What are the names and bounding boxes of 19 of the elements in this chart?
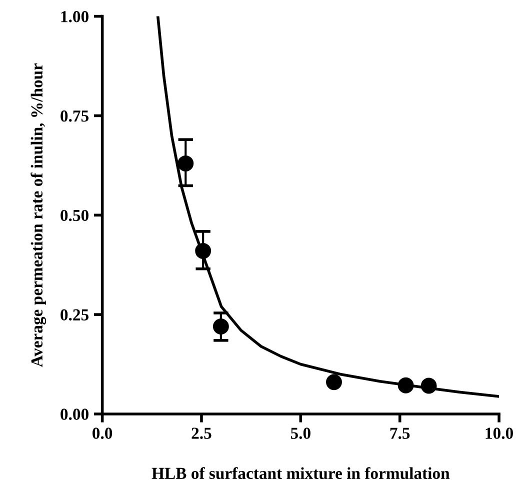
point <box>212 318 229 334</box>
x-tick-label: 5.0 <box>290 428 310 439</box>
y-axis-title: Average permeation rate of inulin, %/hour <box>30 63 46 368</box>
x-tick-label: 7.5 <box>390 428 410 439</box>
y-tick-label: 0.25 <box>60 309 89 321</box>
point <box>398 377 414 394</box>
x-tick-label: 2.5 <box>192 428 212 439</box>
point <box>178 155 194 172</box>
x-tick-label: 0.0 <box>92 428 112 439</box>
y-tick-label: 1.00 <box>61 11 88 22</box>
point <box>326 374 342 390</box>
line-series <box>156 16 500 398</box>
x-tick-label: 10.0 <box>486 428 513 439</box>
y-tick-label: 0.50 <box>60 210 88 222</box>
x-axis-title: HLB of surfactant mixture in formulation <box>152 467 450 480</box>
y-tick-label: 0.75 <box>60 110 89 122</box>
point <box>195 242 212 259</box>
y-tick-label: 0.00 <box>60 408 88 420</box>
point <box>420 378 437 394</box>
